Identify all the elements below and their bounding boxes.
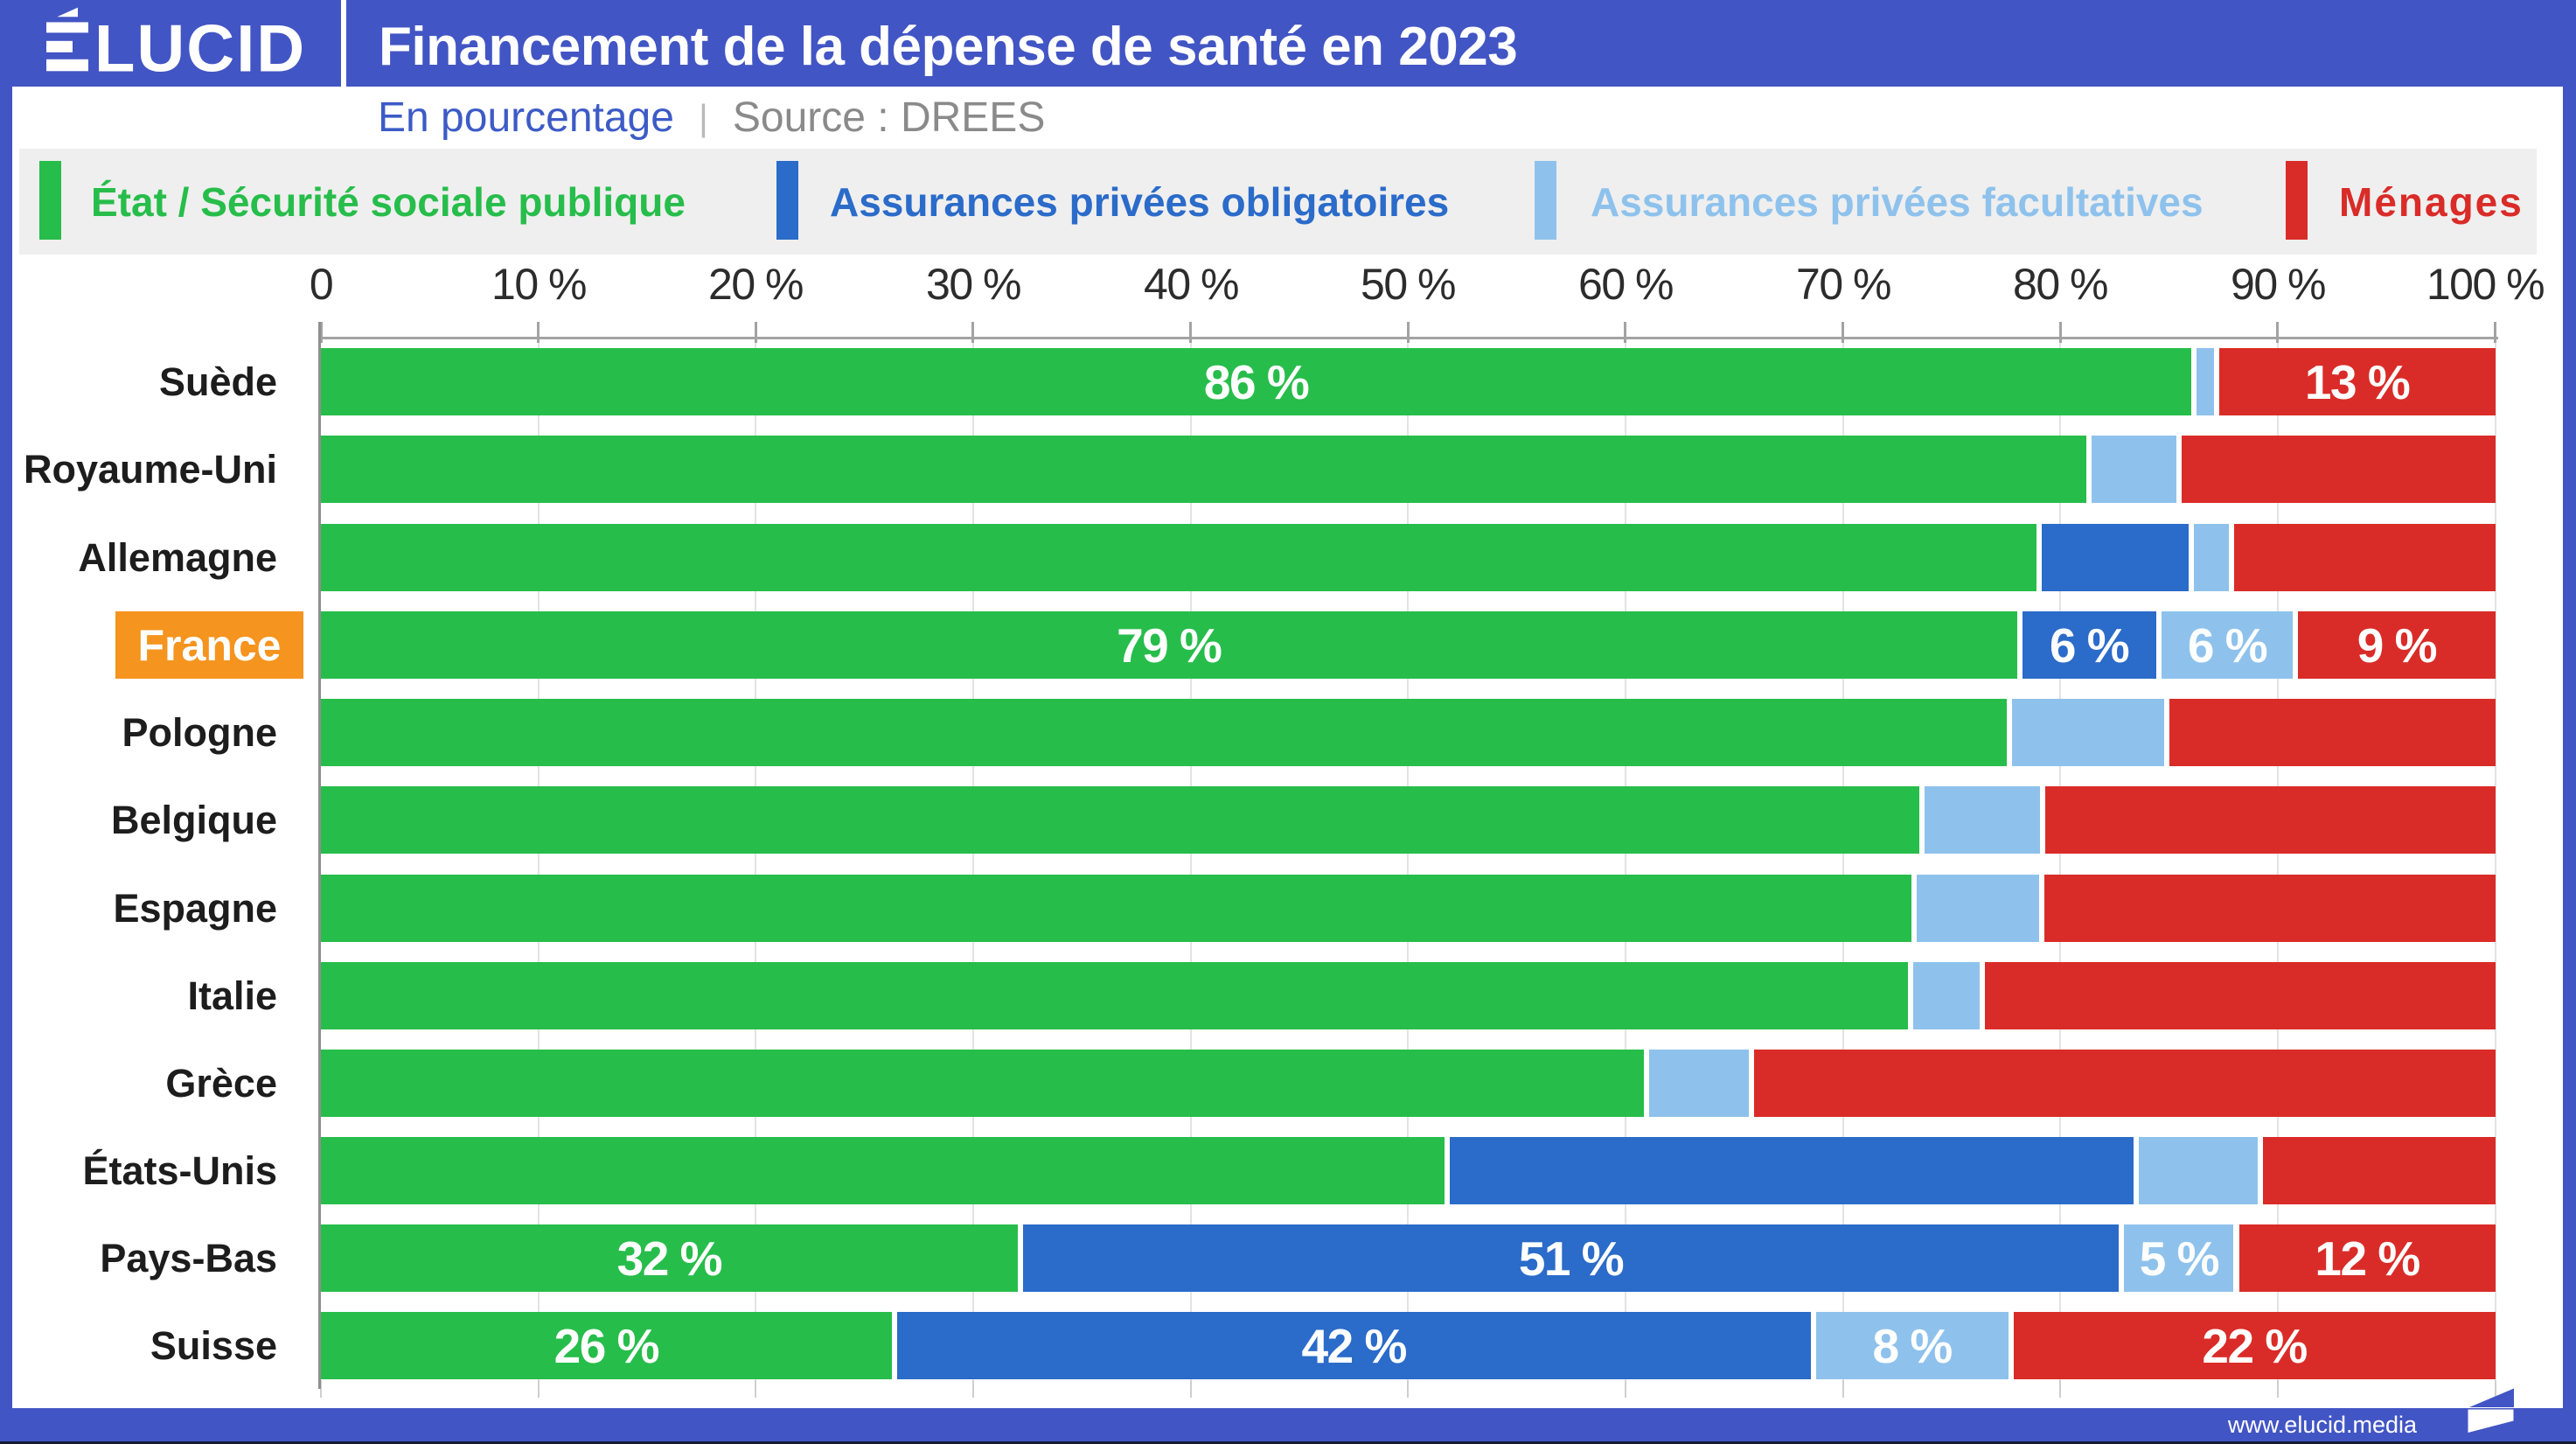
- svg-text:LUCID: LUCID: [94, 12, 306, 81]
